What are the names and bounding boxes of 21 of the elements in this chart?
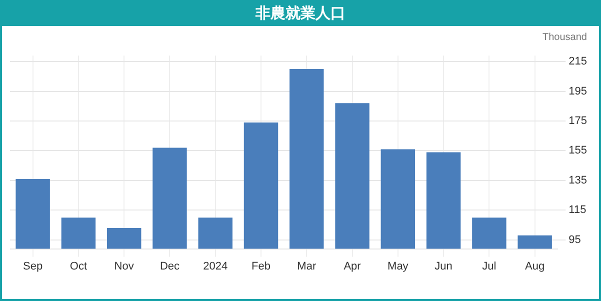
y-axis-title: Thousand (542, 32, 587, 43)
x-tick-label: May (388, 260, 409, 272)
x-tick-label: Mar (297, 260, 316, 272)
x-tick-label: Dec (160, 260, 180, 272)
y-tick-label: 215 (568, 56, 588, 68)
y-tick-label: 175 (568, 115, 588, 128)
x-tick-label: Nov (114, 260, 134, 272)
x-tick-label: Apr (344, 260, 362, 272)
x-tick-label: Jul (482, 260, 496, 272)
chart-title: 非農就業人口 (0, 0, 601, 26)
x-tick-label: Oct (70, 260, 88, 272)
x-tick-label: Feb (252, 260, 270, 272)
y-tick-label: 115 (568, 204, 586, 216)
x-tick-label: Aug (525, 260, 545, 272)
x-tick-label: Jun (434, 260, 452, 272)
y-tick-label: 95 (568, 234, 581, 246)
x-tick-label: 2024 (203, 260, 228, 272)
x-tick-label: Sep (23, 260, 43, 272)
y-tick-label: 195 (568, 85, 588, 98)
y-tick-label: 155 (568, 144, 588, 157)
y-tick-label: 135 (568, 174, 588, 186)
